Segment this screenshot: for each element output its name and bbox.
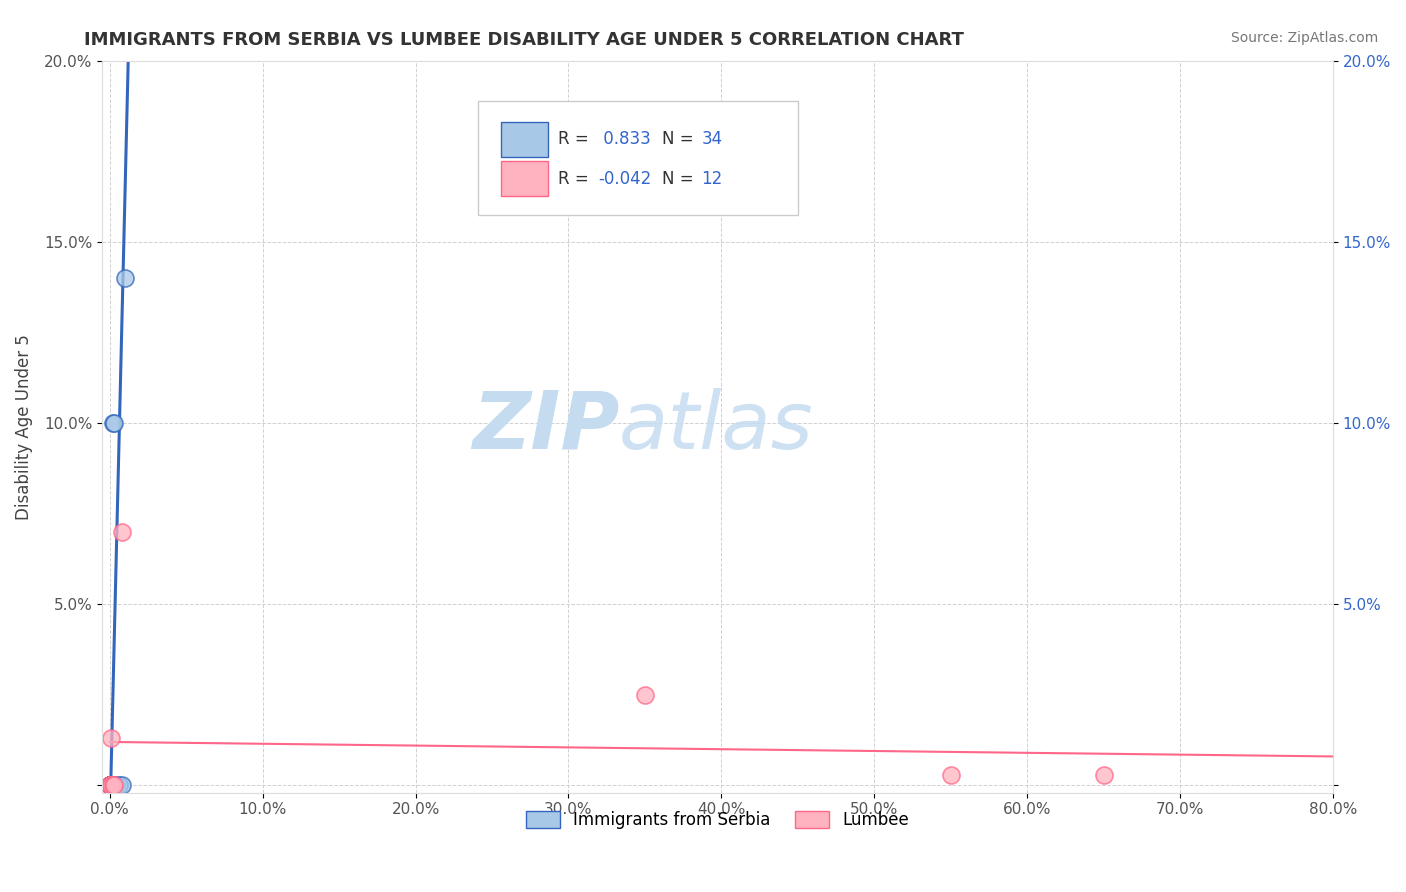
- Point: [100, 779, 122, 793]
- Point: [108, 779, 131, 793]
- Point: [100, 779, 122, 793]
- Point: [104, 779, 127, 793]
- Point: [114, 271, 136, 285]
- Point: [98, 779, 121, 793]
- Point: [98, 779, 121, 793]
- Point: [100, 779, 122, 793]
- Text: N =: N =: [662, 169, 699, 188]
- Point: [100, 779, 122, 793]
- Text: -0.042: -0.042: [598, 169, 651, 188]
- Point: [100, 779, 122, 793]
- FancyBboxPatch shape: [478, 102, 797, 215]
- Point: [100, 779, 122, 793]
- Point: [100, 779, 122, 793]
- Point: [101, 779, 124, 793]
- Point: [100, 731, 122, 746]
- Point: [103, 417, 125, 431]
- Y-axis label: Disability Age Under 5: Disability Age Under 5: [15, 334, 32, 520]
- Point: [100, 779, 122, 793]
- Point: [98, 779, 121, 793]
- Text: IMMIGRANTS FROM SERBIA VS LUMBEE DISABILITY AGE UNDER 5 CORRELATION CHART: IMMIGRANTS FROM SERBIA VS LUMBEE DISABIL…: [84, 31, 965, 49]
- Point: [101, 779, 124, 793]
- Point: [98, 779, 121, 793]
- Text: ZIP: ZIP: [472, 388, 619, 466]
- Text: R =: R =: [558, 169, 593, 188]
- Point: [101, 779, 124, 793]
- Point: [634, 688, 657, 702]
- FancyBboxPatch shape: [501, 122, 548, 157]
- Legend: Immigrants from Serbia, Lumbee: Immigrants from Serbia, Lumbee: [520, 804, 915, 836]
- Point: [100, 779, 122, 793]
- Text: 12: 12: [702, 169, 723, 188]
- Point: [111, 779, 134, 793]
- Point: [100, 779, 122, 793]
- Point: [103, 779, 125, 793]
- Point: [100, 779, 122, 793]
- Point: [939, 767, 962, 781]
- Point: [98, 779, 121, 793]
- Point: [98, 779, 121, 793]
- Point: [100, 779, 122, 793]
- Point: [100, 779, 122, 793]
- Point: [111, 524, 134, 539]
- Text: 34: 34: [702, 130, 723, 148]
- FancyBboxPatch shape: [501, 161, 548, 196]
- Text: R =: R =: [558, 130, 593, 148]
- Text: 0.833: 0.833: [598, 130, 651, 148]
- Point: [100, 779, 122, 793]
- Text: N =: N =: [662, 130, 699, 148]
- Point: [98, 779, 121, 793]
- Text: atlas: atlas: [619, 388, 814, 466]
- Point: [100, 779, 122, 793]
- Point: [100, 779, 122, 793]
- Text: Source: ZipAtlas.com: Source: ZipAtlas.com: [1230, 31, 1378, 45]
- Point: [100, 779, 122, 793]
- Point: [100, 779, 122, 793]
- Point: [100, 779, 122, 793]
- Point: [100, 779, 122, 793]
- Point: [98, 779, 121, 793]
- Point: [100, 779, 122, 793]
- Point: [101, 779, 124, 793]
- Point: [1092, 767, 1115, 781]
- Point: [100, 779, 122, 793]
- Point: [101, 417, 124, 431]
